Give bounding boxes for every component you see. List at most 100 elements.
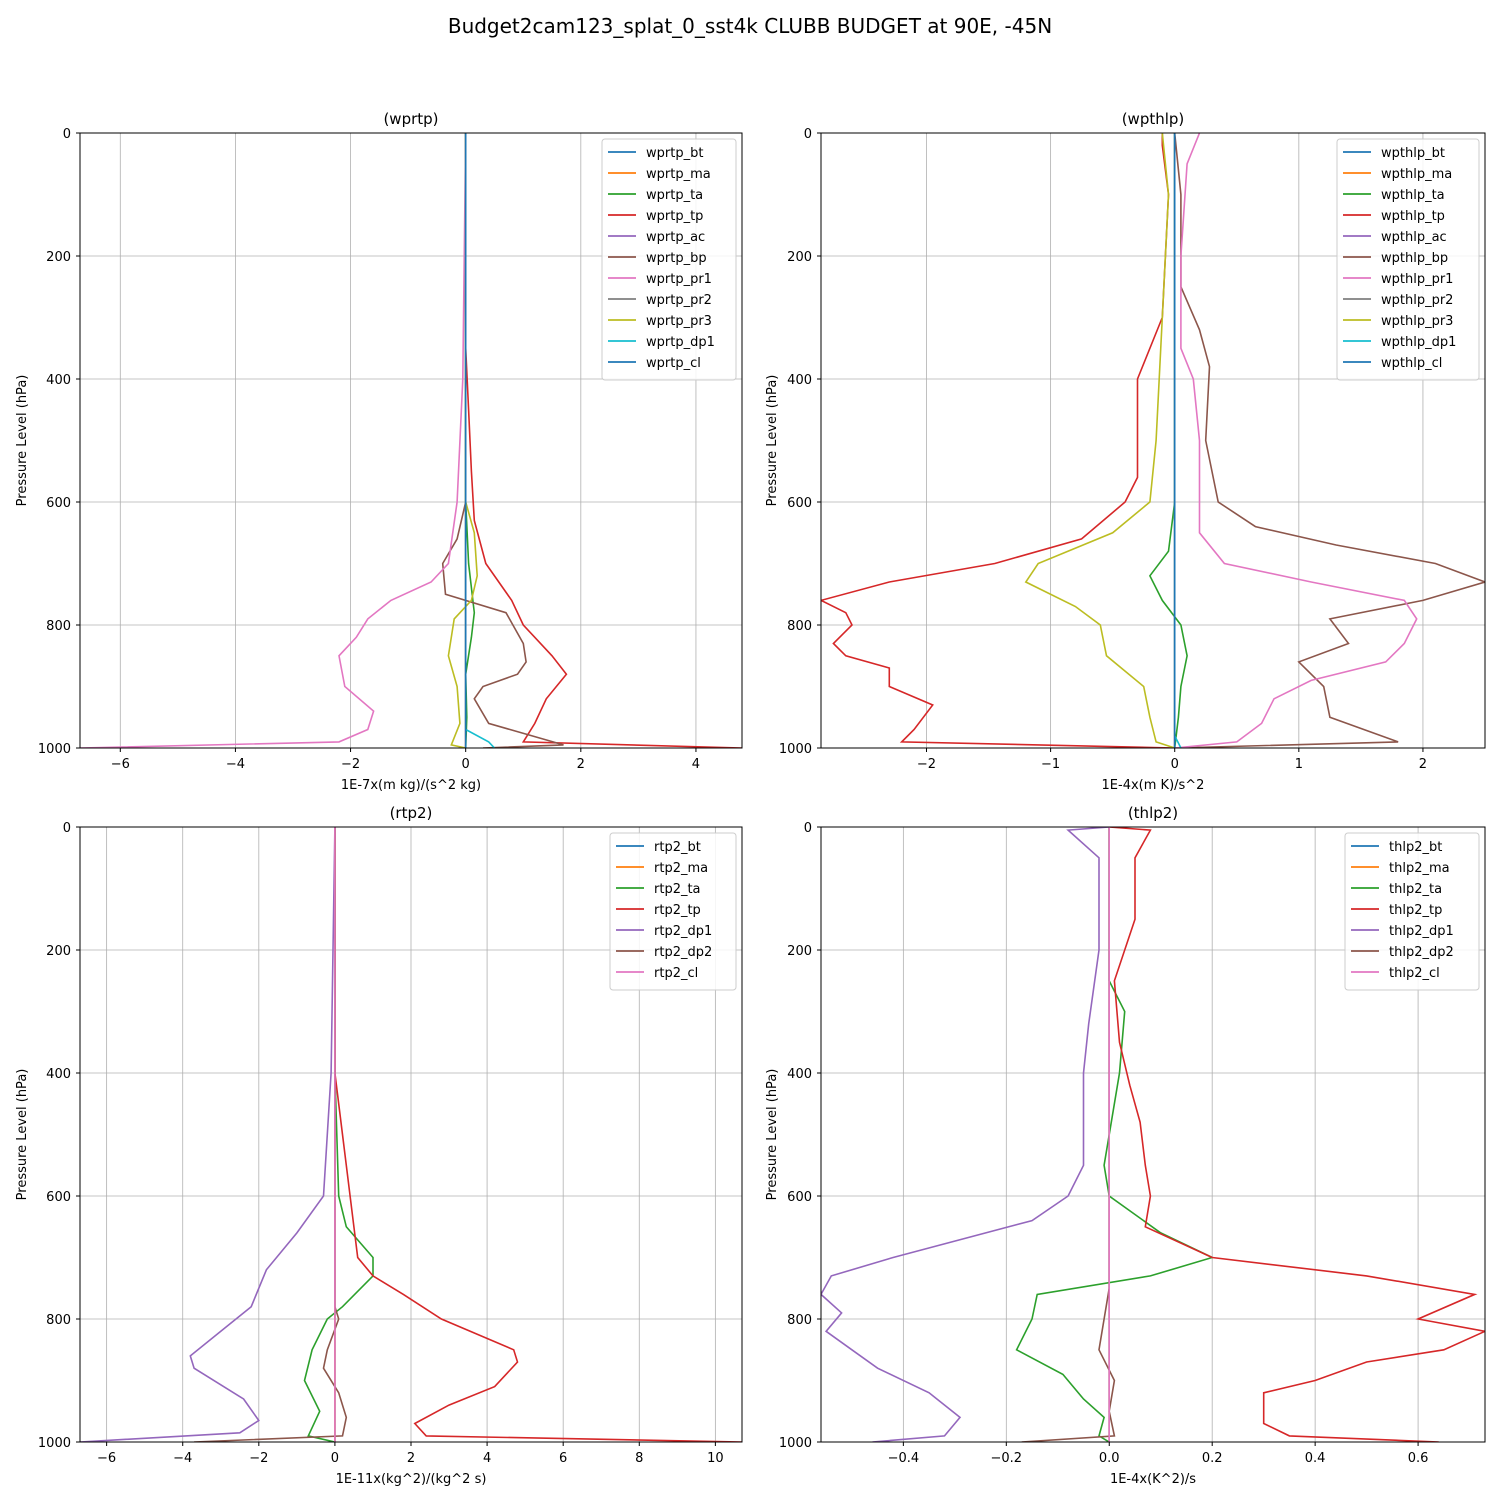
panel-title: (rtp2) [390, 804, 433, 822]
series-line-wpthlp_bp [1173, 133, 1485, 748]
series-line-wprtp_tp [464, 133, 742, 748]
series-group [80, 133, 742, 748]
series-group [80, 827, 742, 1442]
y-tick-label: 800 [787, 1313, 812, 1328]
y-tick-label: 1000 [779, 1436, 812, 1451]
y-axis-label: Pressure Level (hPa) [765, 1069, 780, 1201]
chart-panel-thlp2: −0.4 −0.2 0.0 0.2 0.4 0.6 0 200 400 600 800 1000 (th… [765, 804, 1486, 1487]
legend-label: rtp2_dp2 [654, 945, 712, 960]
x-axis-label: 1E-7x(m kg)/(s^2 kg) [341, 778, 481, 793]
legend-label: wpthlp_bp [1381, 251, 1448, 266]
legend: wprtp_bt wprtp_ma wprtp_ta wprtp_tp wprtp_ac… [601, 138, 737, 381]
x-tick-label: −0.4 [888, 1451, 920, 1466]
panel-title: (wprtp) [383, 110, 438, 128]
legend-label: rtp2_dp1 [654, 924, 712, 939]
y-tick-label: 0 [804, 127, 812, 142]
x-tick-label: −0.2 [991, 1451, 1023, 1466]
legend-box [1336, 138, 1480, 381]
legend-label: thlp2_ma [1389, 861, 1450, 876]
legend-label: rtp2_bt [654, 840, 701, 855]
x-tick-label: −4 [226, 757, 245, 772]
series-line-wprtp_pr1 [80, 133, 467, 748]
y-tick-label: 400 [787, 373, 812, 388]
series-line-thlp2_tp [1109, 827, 1485, 1442]
x-tick-label: 0.0 [1099, 1451, 1120, 1466]
legend-label: wprtp_dp1 [646, 335, 715, 350]
legend-label: thlp2_ta [1389, 882, 1442, 897]
x-tick-label: 4 [483, 1451, 491, 1466]
legend-label: thlp2_dp1 [1389, 924, 1454, 939]
x-tick-label: −1 [1041, 757, 1060, 772]
series-line-rtp2_dp2 [194, 827, 348, 1442]
series-line-thlp2_dp1 [821, 827, 1110, 1442]
series-line-rtp2_ta [303, 827, 374, 1442]
chart-panel-wpthlp: −2 −1 0 1 2 0 200 400 600 800 1000 (wpthlp) 1E-4x(m … [765, 110, 1486, 793]
legend-label: wpthlp_cl [1381, 356, 1442, 371]
x-tick-label: 4 [692, 757, 700, 772]
legend-label: wprtp_pr3 [646, 314, 712, 329]
legend: thlp2_bt thlp2_ma thlp2_ta thlp2_tp thlp2_dp… [1344, 832, 1480, 991]
x-tick-label: 6 [559, 1451, 567, 1466]
panel-title: (wpthlp) [1122, 110, 1185, 128]
series-line-wpthlp_tp [821, 133, 1175, 748]
y-tick-label: 600 [46, 496, 71, 511]
legend-label: thlp2_cl [1389, 966, 1440, 981]
x-tick-label: 0.2 [1202, 1451, 1223, 1466]
y-tick-label: 200 [46, 250, 71, 265]
y-tick-label: 0 [63, 821, 71, 836]
y-tick-label: 800 [787, 619, 812, 634]
y-tick-label: 1000 [38, 742, 71, 757]
y-tick-label: 200 [787, 944, 812, 959]
y-tick-label: 1000 [38, 1436, 71, 1451]
y-tick-label: 600 [787, 1190, 812, 1205]
series-line-wpthlp_ta [1148, 133, 1188, 748]
y-axis-label: Pressure Level (hPa) [15, 1069, 30, 1201]
legend-label: thlp2_dp2 [1389, 945, 1454, 960]
series-group [821, 827, 1485, 1442]
x-tick-label: 0 [462, 757, 470, 772]
series-line-rtp2_dp1 [80, 827, 336, 1442]
y-axis-label: Pressure Level (hPa) [765, 375, 780, 507]
legend-label: rtp2_ta [654, 882, 701, 897]
y-tick-label: 1000 [779, 742, 812, 757]
plot-frame [820, 826, 1486, 1443]
x-tick-label: 0.6 [1408, 1451, 1429, 1466]
series-line-wpthlp_pr3 [1024, 133, 1175, 748]
legend-label: wprtp_bt [646, 146, 703, 161]
y-tick-label: 800 [46, 1313, 71, 1328]
x-axis-label: 1E-4x(K^2)/s [1110, 1472, 1196, 1487]
x-tick-label: −6 [111, 757, 130, 772]
x-tick-label: 8 [635, 1451, 643, 1466]
y-tick-label: 200 [46, 944, 71, 959]
legend-label: wpthlp_bt [1381, 146, 1445, 161]
x-tick-label: 0 [331, 1451, 339, 1466]
legend-label: wprtp_bp [646, 251, 707, 266]
legend-label: wpthlp_ma [1381, 167, 1452, 182]
x-tick-label: 0.4 [1305, 1451, 1326, 1466]
legend-label: thlp2_tp [1389, 903, 1442, 918]
y-axis-label: Pressure Level (hPa) [15, 375, 30, 507]
legend-label: wpthlp_pr1 [1381, 272, 1453, 287]
y-tick-label: 400 [46, 373, 71, 388]
legend-label: rtp2_ma [654, 861, 708, 876]
x-tick-label: 0 [1171, 757, 1179, 772]
x-tick-label: 2 [577, 757, 585, 772]
legend: wpthlp_bt wpthlp_ma wpthlp_ta wpthlp_tpwpth… [1336, 138, 1480, 381]
y-tick-label: 0 [804, 821, 812, 836]
series-line-rtp2_tp [334, 827, 742, 1442]
x-tick-label: −2 [341, 757, 360, 772]
legend: rtp2_bt rtp2_ma rtp2_ta rtp2_tp rtp2_dp1 rtp2… [609, 832, 737, 991]
legend-label: wprtp_tp [646, 209, 703, 224]
x-tick-label: 2 [1419, 757, 1427, 772]
grid [80, 132, 742, 749]
legend-label: thlp2_bt [1389, 840, 1442, 855]
chart-panel-rtp2: −6 −4 −2 0 2 4 6 8 10 0 200 400 600 800 1000 (rtp2) 1E-1… [15, 804, 743, 1487]
legend-label: wpthlp_pr3 [1381, 314, 1453, 329]
legend-label: wpthlp_pr2 [1381, 293, 1453, 308]
x-tick-label: −2 [249, 1451, 268, 1466]
legend-label: wprtp_ta [646, 188, 703, 203]
legend-label: rtp2_cl [654, 966, 698, 981]
plot-frame [820, 132, 1486, 749]
x-tick-label: −4 [173, 1451, 192, 1466]
plot-frame [79, 132, 743, 749]
